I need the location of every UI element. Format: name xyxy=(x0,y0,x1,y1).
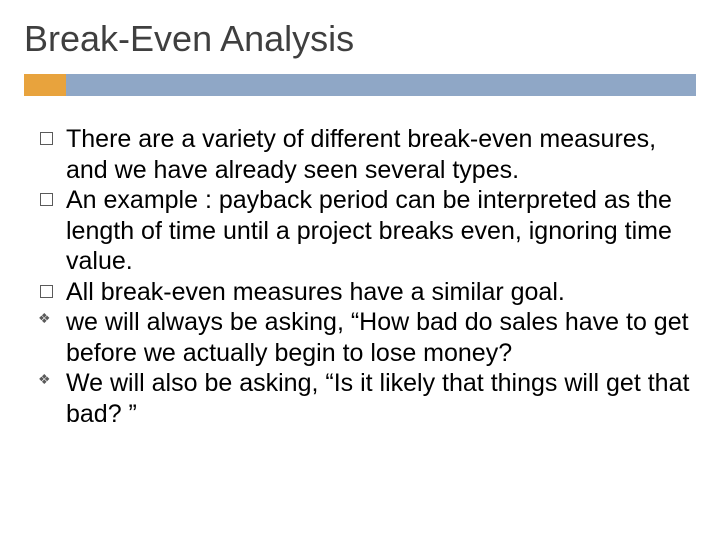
list-item: All break-even measures have a similar g… xyxy=(36,277,692,308)
bullet-text: An example : payback period can be inter… xyxy=(66,186,672,275)
bullet-list-level2: we will always be asking, “How bad do sa… xyxy=(36,307,692,429)
bullet-text: All break-even measures have a similar g… xyxy=(66,278,565,306)
list-item: We will also be asking, “Is it likely th… xyxy=(36,368,692,429)
accent-bar xyxy=(24,74,696,96)
bullet-list-level1: There are a variety of different break-e… xyxy=(36,124,692,307)
bullet-text: we will always be asking, “How bad do sa… xyxy=(66,308,689,367)
accent-orange xyxy=(24,74,66,96)
bullet-text: We will also be asking, “Is it likely th… xyxy=(66,369,689,428)
accent-blue xyxy=(66,74,696,96)
bullet-text: There are a variety of different break-e… xyxy=(66,125,656,184)
slide: Break-Even Analysis There are a variety … xyxy=(0,0,720,540)
content-area: There are a variety of different break-e… xyxy=(24,124,696,429)
list-item: An example : payback period can be inter… xyxy=(36,185,692,277)
list-item: There are a variety of different break-e… xyxy=(36,124,692,185)
slide-title: Break-Even Analysis xyxy=(24,18,696,60)
list-item: we will always be asking, “How bad do sa… xyxy=(36,307,692,368)
